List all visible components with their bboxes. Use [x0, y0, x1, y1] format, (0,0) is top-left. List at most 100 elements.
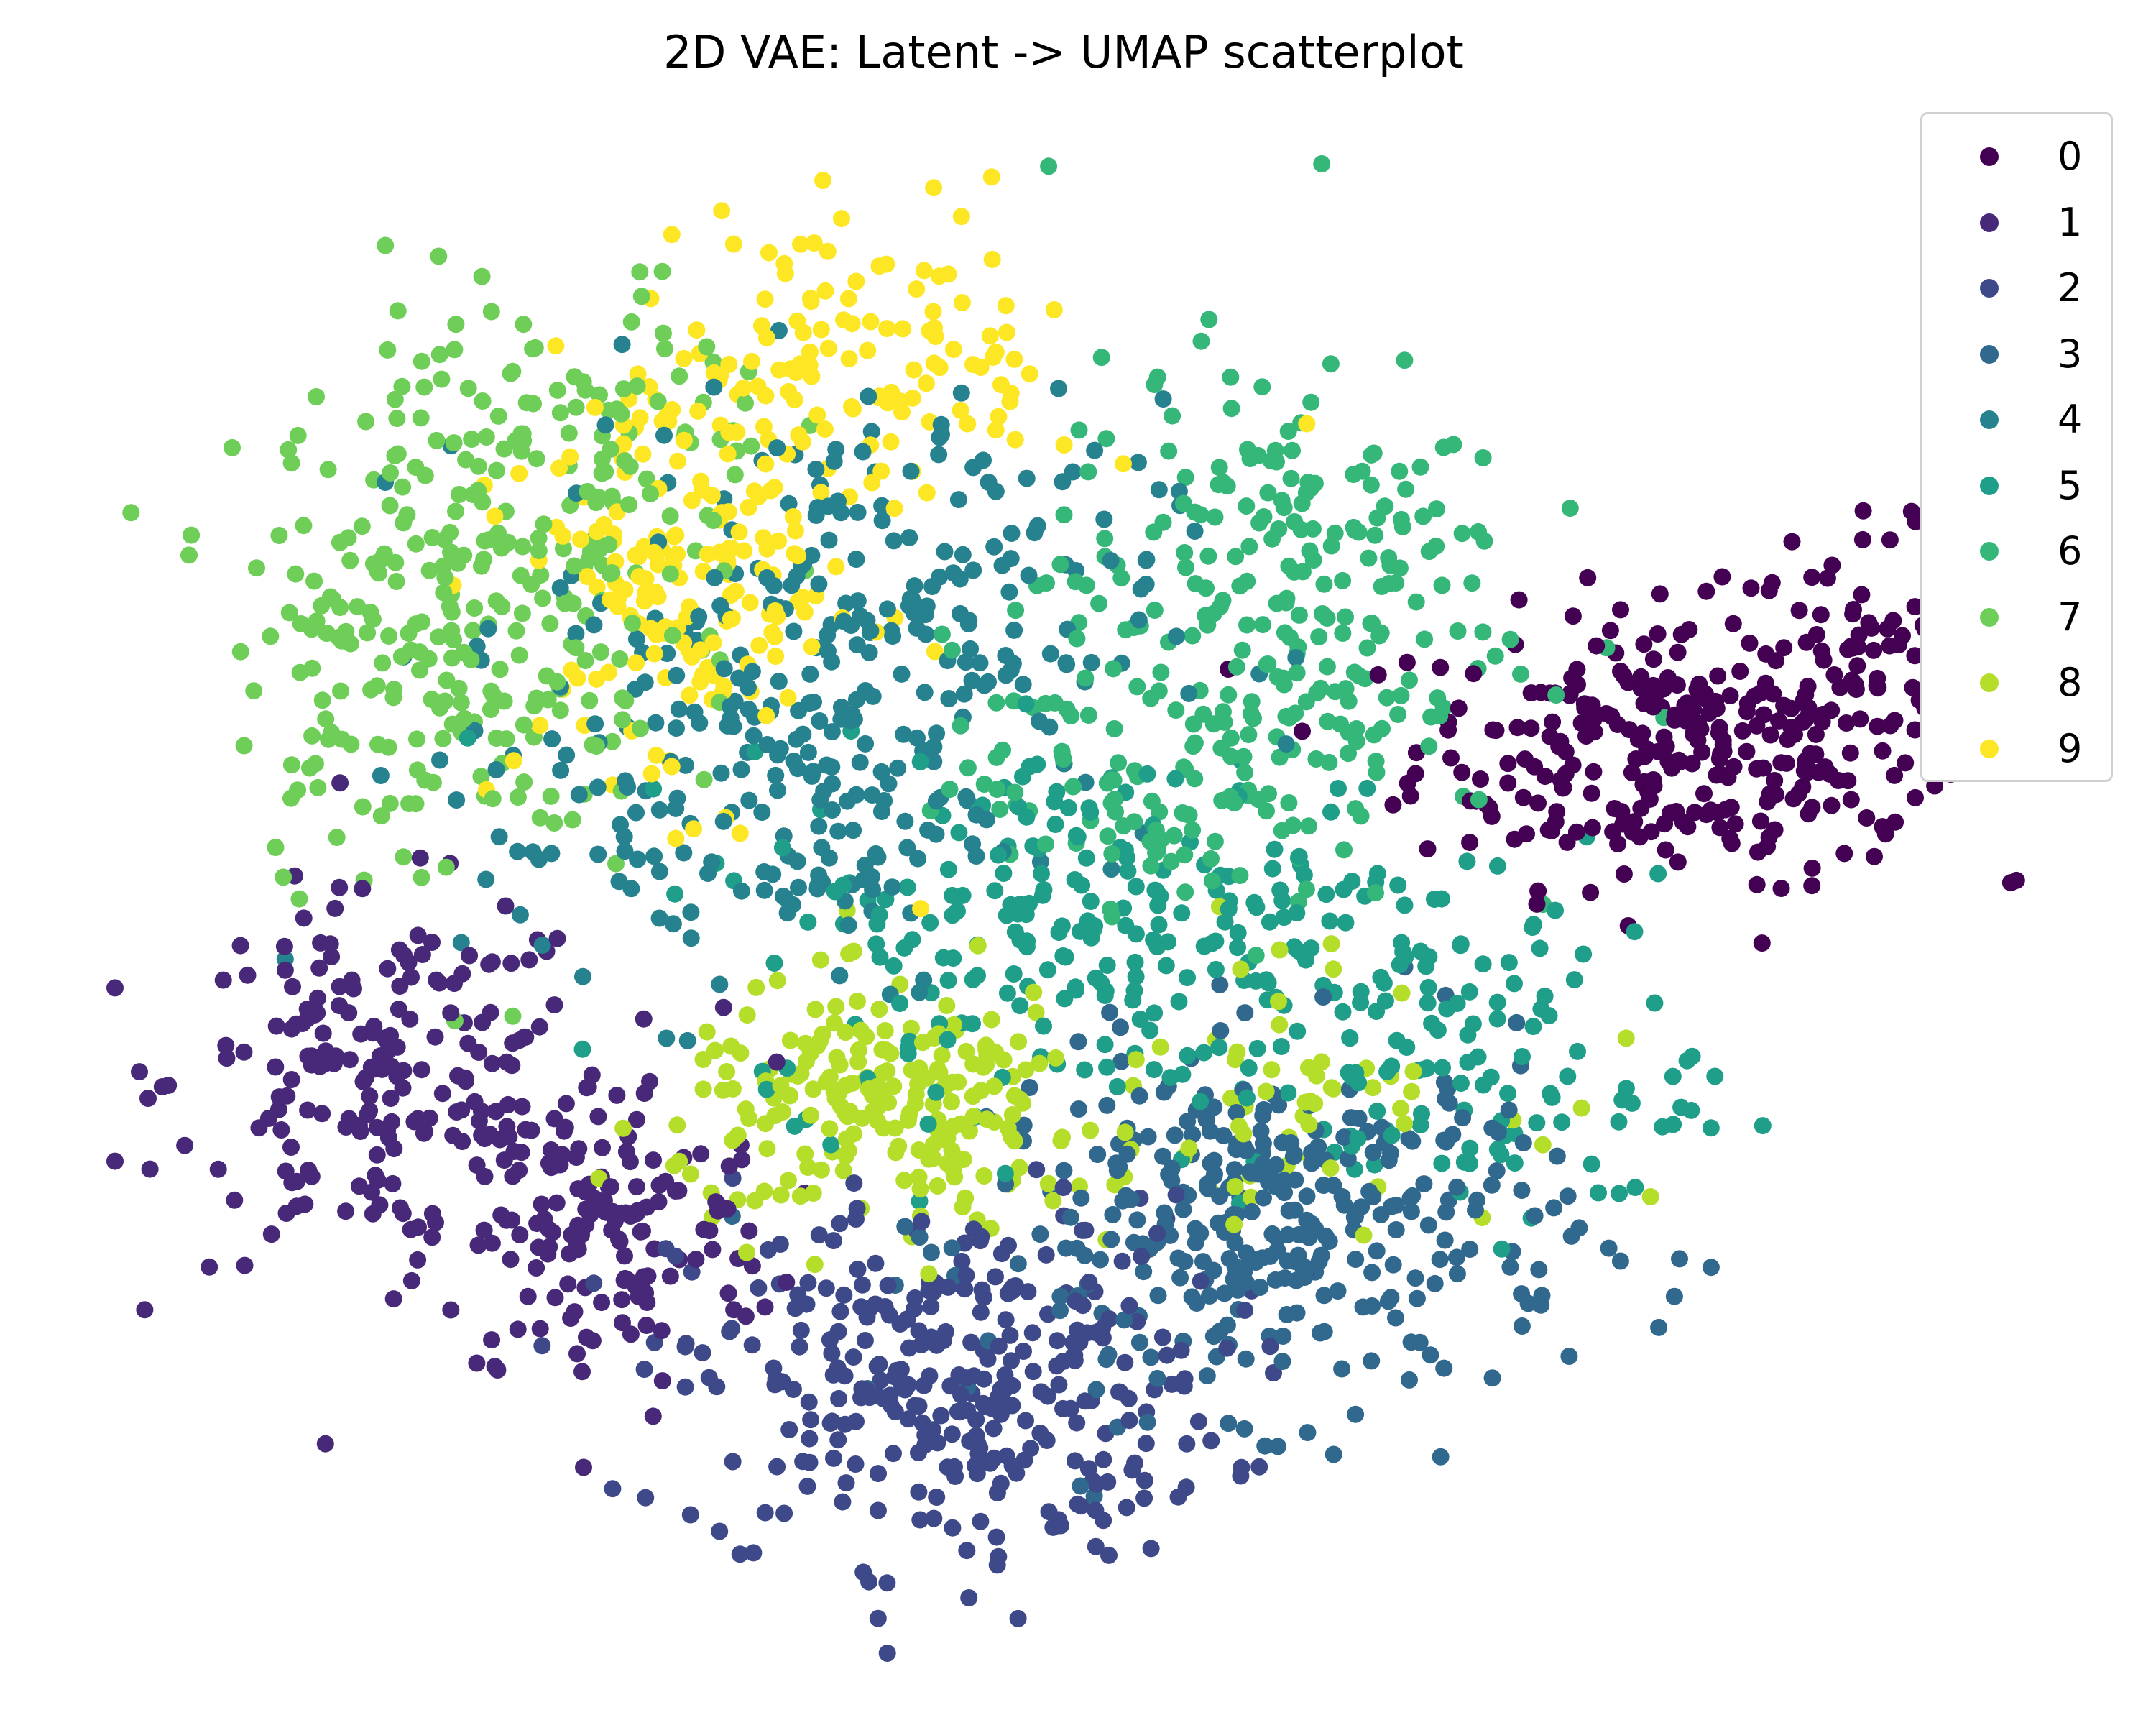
scatter-point-5: [1192, 1092, 1210, 1110]
scatter-point-2: [1142, 1540, 1160, 1558]
scatter-point-6: [1152, 663, 1170, 681]
scatter-point-7: [530, 529, 548, 547]
scatter-point-3: [1087, 1381, 1105, 1399]
scatter-point-5: [1179, 1046, 1197, 1064]
scatter-point-1: [653, 1372, 671, 1390]
legend-entry-1: 1: [1922, 192, 2111, 258]
scatter-point-6: [1250, 514, 1268, 532]
scatter-point-7: [385, 681, 403, 699]
scatter-point-5: [939, 972, 957, 990]
scatter-point-1: [311, 1057, 329, 1075]
scatter-point-7: [387, 553, 405, 571]
scatter-point-4: [955, 685, 973, 703]
scatter-point-9: [683, 492, 701, 510]
scatter-point-0: [1588, 637, 1606, 655]
scatter-point-3: [1220, 1414, 1238, 1432]
scatter-point-4: [824, 775, 841, 793]
scatter-point-3: [1514, 1134, 1532, 1151]
scatter-point-7: [287, 565, 305, 583]
scatter-point-7: [534, 589, 552, 607]
scatter-point-7: [631, 263, 649, 281]
scatter-point-1: [627, 1205, 645, 1223]
scatter-point-1: [495, 1151, 513, 1169]
legend-marker: [1980, 476, 1999, 495]
scatter-point-0: [1748, 875, 1766, 893]
scatter-point-7: [382, 464, 399, 482]
scatter-point-8: [839, 1108, 857, 1126]
scatter-point-0: [1583, 819, 1601, 837]
scatter-point-0: [1450, 699, 1468, 717]
scatter-point-8: [1534, 1136, 1552, 1154]
scatter-point-5: [786, 1117, 803, 1135]
scatter-point-4: [574, 967, 591, 985]
scatter-point-4: [1287, 649, 1305, 666]
scatter-point-6: [1475, 532, 1493, 550]
scatter-point-5: [1289, 1022, 1307, 1040]
scatter-point-2: [1068, 1414, 1086, 1432]
scatter-point-4: [711, 975, 729, 993]
scatter-point-2: [988, 1484, 1006, 1501]
scatter-point-6: [1292, 520, 1310, 538]
scatter-point-7: [447, 316, 465, 334]
scatter-point-2: [1087, 1475, 1105, 1493]
scatter-point-5: [1271, 881, 1289, 899]
scatter-point-5: [1514, 1048, 1531, 1065]
scatter-point-6: [1258, 802, 1275, 820]
scatter-point-2: [1232, 1467, 1250, 1485]
scatter-point-7: [488, 461, 505, 479]
scatter-point-0: [1722, 799, 1740, 816]
scatter-point-6: [1345, 466, 1363, 484]
scatter-point-3: [1508, 1013, 1526, 1031]
scatter-point-2: [1135, 1471, 1153, 1489]
scatter-point-7: [637, 470, 655, 488]
scatter-point-5: [1210, 1039, 1228, 1057]
scatter-point-6: [1474, 623, 1492, 641]
scatter-point-7: [408, 761, 426, 779]
scatter-point-0: [1866, 847, 1883, 865]
scatter-point-3: [1347, 1405, 1365, 1423]
scatter-point-4: [860, 387, 877, 405]
scatter-point-9: [833, 210, 850, 228]
scatter-point-4: [739, 678, 757, 696]
scatter-point-2: [1023, 1324, 1041, 1342]
scatter-point-2: [1148, 1225, 1166, 1243]
scatter-point-0: [1886, 766, 1904, 784]
scatter-point-1: [632, 1223, 650, 1241]
scatter-point-2: [1067, 1292, 1084, 1310]
scatter-point-4: [1102, 860, 1120, 878]
scatter-point-8: [995, 1051, 1013, 1069]
scatter-point-5: [1358, 779, 1376, 797]
scatter-point-4: [824, 801, 841, 819]
scatter-point-6: [1373, 719, 1391, 737]
scatter-point-5: [990, 846, 1007, 864]
scatter-point-0: [1721, 687, 1739, 704]
scatter-point-8: [954, 1151, 972, 1168]
scatter-point-0: [1635, 635, 1653, 653]
scatter-point-5: [1035, 1017, 1052, 1035]
scatter-point-6: [1227, 548, 1245, 566]
scatter-point-3: [1289, 1246, 1307, 1264]
scatter-point-4: [851, 753, 869, 771]
scatter-point-1: [557, 1095, 575, 1113]
scatter-point-0: [1642, 823, 1660, 841]
scatter-point-7: [412, 409, 430, 427]
scatter-point-9: [1005, 350, 1023, 368]
scatter-point-2: [925, 1509, 943, 1527]
scatter-point-6: [1184, 627, 1202, 645]
scatter-point-6: [1422, 708, 1440, 726]
scatter-point-0: [2001, 874, 2019, 892]
scatter-point-4: [468, 638, 486, 656]
scatter-point-2: [1049, 1332, 1067, 1350]
scatter-point-5: [1146, 881, 1164, 899]
scatter-point-5: [1426, 891, 1443, 908]
scatter-point-5: [1263, 860, 1281, 878]
scatter-point-7: [566, 557, 583, 575]
scatter-point-2: [910, 1483, 928, 1501]
scatter-point-5: [1149, 896, 1167, 914]
scatter-point-9: [1115, 455, 1132, 473]
scatter-point-2: [959, 1402, 976, 1420]
scatter-point-3: [1273, 1353, 1291, 1371]
scatter-point-1: [379, 1042, 397, 1060]
scatter-point-1: [413, 1061, 430, 1079]
scatter-point-5: [870, 906, 888, 924]
